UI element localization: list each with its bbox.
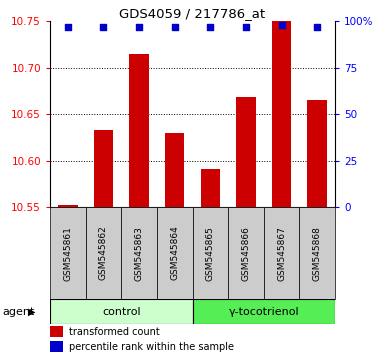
Bar — [236, 97, 256, 207]
Bar — [94, 130, 113, 207]
Bar — [121, 207, 157, 299]
Bar — [50, 299, 192, 324]
Bar — [50, 326, 63, 337]
Text: GSM545861: GSM545861 — [64, 225, 72, 281]
Bar — [85, 207, 121, 299]
Text: percentile rank within the sample: percentile rank within the sample — [69, 342, 234, 352]
Point — [243, 24, 249, 30]
Bar — [272, 17, 291, 207]
Point — [65, 24, 71, 30]
Bar — [157, 207, 192, 299]
Bar — [165, 133, 184, 207]
Text: γ-tocotrienol: γ-tocotrienol — [228, 307, 299, 316]
Text: transformed count: transformed count — [69, 327, 159, 337]
Bar — [201, 169, 220, 207]
Point — [278, 22, 285, 28]
Point — [172, 24, 178, 30]
Text: GSM545864: GSM545864 — [170, 226, 179, 280]
Bar — [307, 100, 327, 207]
Bar — [264, 207, 300, 299]
Text: control: control — [102, 307, 141, 316]
Point — [100, 24, 107, 30]
Point — [136, 24, 142, 30]
Text: GSM545866: GSM545866 — [241, 225, 250, 281]
Bar — [50, 341, 63, 353]
Text: ▶: ▶ — [28, 307, 35, 316]
Bar — [58, 205, 78, 207]
Bar — [129, 54, 149, 207]
Title: GDS4059 / 217786_at: GDS4059 / 217786_at — [119, 7, 266, 20]
Text: GSM545868: GSM545868 — [313, 225, 321, 281]
Text: GSM545867: GSM545867 — [277, 225, 286, 281]
Point — [314, 24, 320, 30]
Bar — [228, 207, 264, 299]
Bar — [192, 299, 335, 324]
Bar — [50, 207, 85, 299]
Bar — [192, 207, 228, 299]
Bar — [300, 207, 335, 299]
Text: GSM545863: GSM545863 — [135, 225, 144, 281]
Text: GSM545865: GSM545865 — [206, 225, 215, 281]
Point — [207, 24, 213, 30]
Text: agent: agent — [2, 307, 34, 316]
Text: GSM545862: GSM545862 — [99, 226, 108, 280]
